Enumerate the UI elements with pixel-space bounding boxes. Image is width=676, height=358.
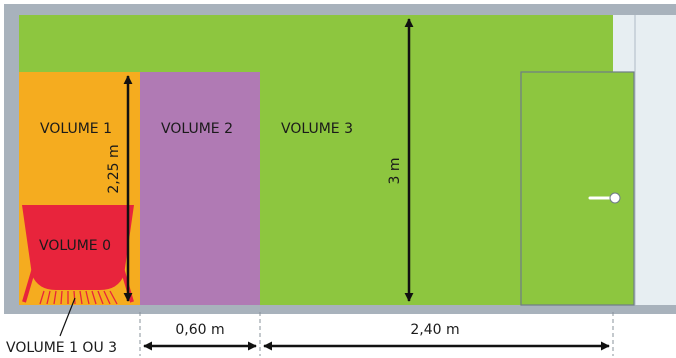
- width-volume-2-label: 0,60 m: [175, 322, 224, 338]
- volume-1-label: VOLUME 1: [40, 121, 112, 137]
- height-room-label: 3 m: [387, 158, 403, 185]
- width-volume-3-label: 2,40 m: [410, 322, 459, 338]
- volume-3-label: VOLUME 3: [281, 121, 353, 137]
- hatched-floor-area: [39, 290, 118, 305]
- callout-leader-line: [59, 297, 76, 337]
- volume-0-label: VOLUME 0: [39, 238, 111, 254]
- height-volume-1-label: 2,25 m: [106, 144, 122, 193]
- callout-label: VOLUME 1 OU 3: [6, 340, 117, 356]
- door: [520, 71, 635, 306]
- volume-2-zone: [140, 72, 260, 305]
- dimension-guides: [139, 312, 614, 356]
- door-handle-icon: [588, 192, 621, 204]
- volume-2-label: VOLUME 2: [161, 121, 233, 137]
